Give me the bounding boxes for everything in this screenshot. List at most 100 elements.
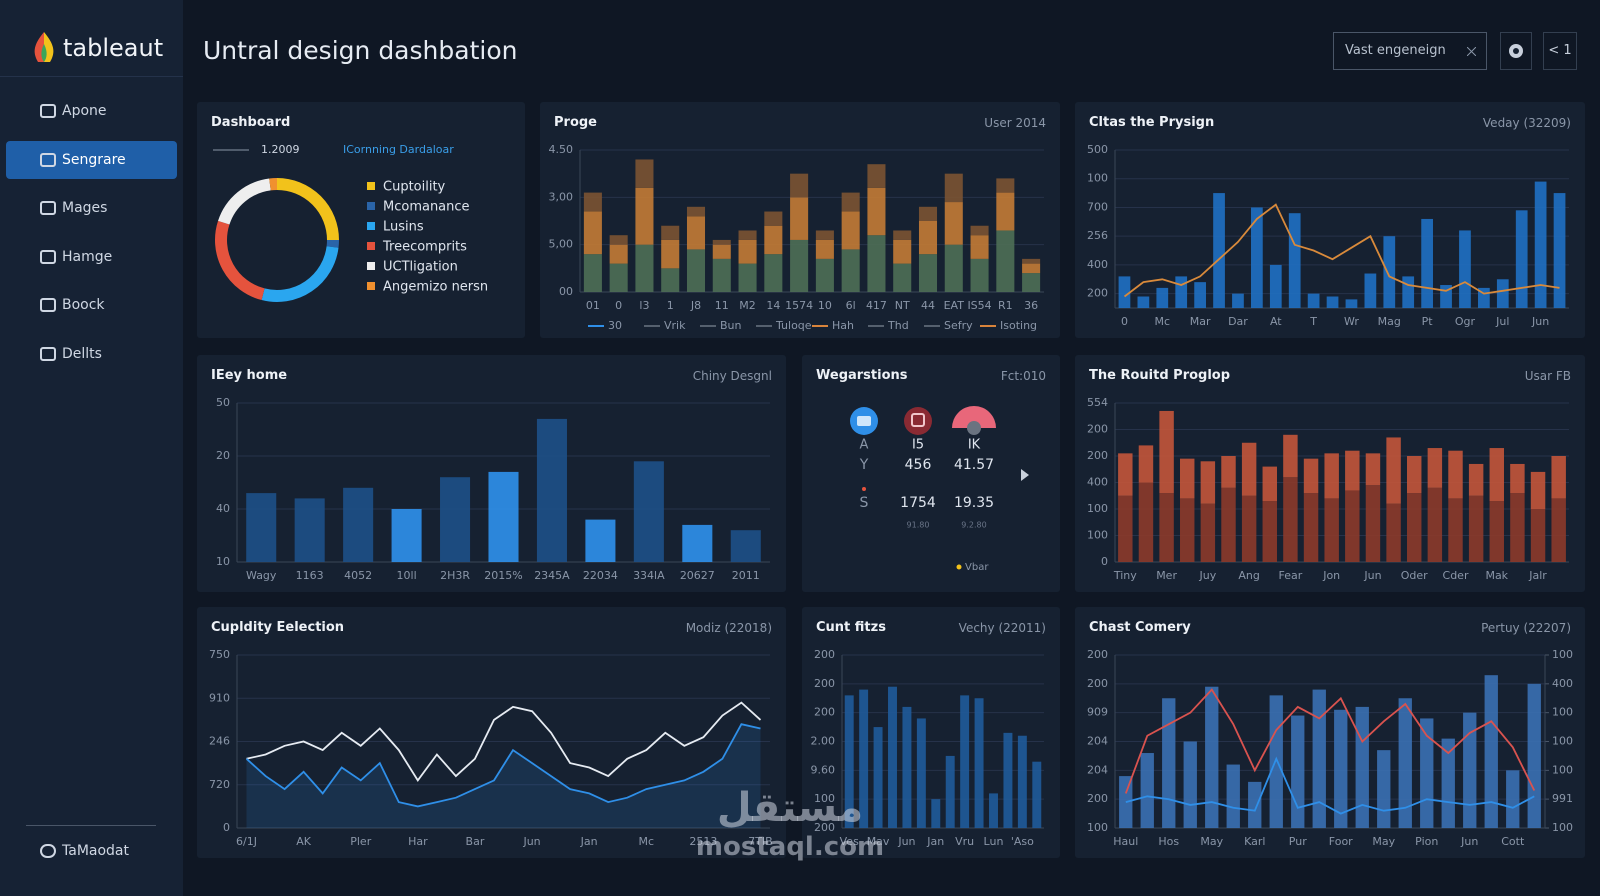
bar	[609, 235, 628, 245]
x-tick-label: 2H3R	[440, 569, 470, 582]
y-tick-label: 700	[1087, 200, 1108, 213]
panel-title: IEey home	[211, 368, 288, 383]
y-tick-label: 400	[1552, 677, 1573, 690]
kpi-icon	[904, 407, 932, 435]
nav-item[interactable]: Sengrare	[6, 140, 177, 179]
y-tick-label: 200	[1087, 287, 1108, 300]
x-tick-label: IS54	[967, 299, 991, 312]
clear-icon[interactable]	[1467, 47, 1476, 56]
nav-item[interactable]: TaMaodat	[6, 832, 177, 870]
y-tick-label: 256	[1087, 229, 1108, 242]
panel-subtitle: Fct:010	[1000, 369, 1046, 383]
x-tick-label: At	[1270, 315, 1282, 328]
x-tick-label: Jan	[926, 835, 944, 848]
bar	[867, 187, 886, 236]
bar	[1402, 276, 1415, 308]
x-tick-label: 0	[615, 299, 622, 312]
x-tick-label: Mav	[867, 835, 890, 848]
bar	[391, 509, 422, 562]
search-box[interactable]: Vast engeneign	[1333, 32, 1487, 70]
settings-button[interactable]	[1500, 32, 1532, 70]
bar	[294, 498, 325, 562]
bar	[343, 487, 374, 562]
bar	[1205, 686, 1219, 828]
panel-subtitle: Pertuy (22207)	[1481, 621, 1571, 635]
y-tick-label: 500	[1087, 143, 1108, 156]
kpi-icon	[911, 413, 925, 427]
bar	[661, 239, 680, 269]
bar	[1489, 501, 1504, 562]
line	[1123, 203, 1560, 298]
y-tick-label: 100	[1087, 502, 1108, 515]
bar	[996, 230, 1015, 292]
nav-item[interactable]: Dellts	[6, 335, 177, 373]
x-tick-label: 417	[866, 299, 887, 312]
bar	[996, 192, 1015, 231]
bar	[945, 755, 955, 828]
bar	[1303, 493, 1319, 562]
x-tick-label: 22034	[583, 569, 618, 582]
x-tick-label: 2345A	[534, 569, 570, 582]
bar	[859, 689, 869, 828]
kpi-graphic: A I5 IK Y 456 41.57 S 1754 19.35 91.80 9.2.80 Vbar	[850, 406, 1029, 573]
x-tick-label: NT	[895, 299, 910, 312]
y-tick-label: 9.60	[811, 763, 836, 776]
y-tick-label: 20	[216, 449, 230, 462]
bar	[633, 461, 664, 562]
panel-subtitle: Modiz (22018)	[685, 621, 772, 635]
bar	[1478, 287, 1490, 308]
bar	[1312, 689, 1326, 828]
sidebar: tableaut Apone Sengrare Mages Hamge Boock Del…	[0, 0, 183, 896]
bar	[635, 187, 654, 245]
nav-item[interactable]: Mages	[6, 189, 177, 227]
nav-item[interactable]: Apone	[6, 92, 177, 130]
bar	[730, 530, 761, 562]
x-tick-label: Mc	[1155, 315, 1171, 328]
nav-label: Apone	[62, 103, 107, 119]
bar	[1159, 493, 1174, 562]
nav-item[interactable]: Boock	[6, 286, 177, 324]
legend-label: UCTligation	[383, 260, 458, 275]
y-tick-label: 200	[1087, 792, 1108, 805]
bar	[1324, 453, 1339, 499]
bar	[918, 254, 938, 292]
y-tick-label: 100	[1552, 706, 1573, 719]
bar	[1386, 503, 1401, 562]
y-tick-label: 4.50	[549, 143, 574, 156]
y-tick-label: 204	[1087, 735, 1108, 748]
x-tick-label: Mag	[1378, 315, 1401, 328]
nav-label: Boock	[62, 297, 105, 313]
y-tick-label: 720	[209, 778, 230, 791]
bar	[888, 686, 897, 828]
x-tick-label: 2015%	[484, 569, 522, 582]
next-arrow[interactable]	[1021, 469, 1029, 481]
bar	[1407, 456, 1422, 494]
nav-icon	[40, 201, 56, 215]
nav-label: Dellts	[62, 345, 102, 362]
legend-label: Treecomprits	[382, 240, 467, 255]
legend-label: Cuptoility	[383, 180, 446, 195]
x-tick-label: Cott	[1501, 835, 1525, 848]
bar	[1118, 276, 1131, 308]
kpi-value: 19.35	[954, 495, 994, 511]
area	[246, 724, 761, 828]
x-tick-label: Haul	[1113, 835, 1138, 848]
bar	[1221, 487, 1236, 562]
x-tick-label: 2011	[732, 569, 760, 582]
legend-label: Vbar	[965, 562, 989, 573]
y-tick-label: 910	[209, 691, 230, 704]
y-tick-label: 100	[1087, 529, 1108, 542]
legend-label: Isoting	[1000, 319, 1037, 332]
bar	[1138, 482, 1154, 562]
nav-button[interactable]: < 1	[1543, 32, 1577, 70]
page-title: Untral design dashbation	[203, 36, 518, 65]
bar	[1496, 279, 1509, 308]
x-tick-label: May	[1372, 835, 1395, 848]
kpi-icon	[857, 416, 871, 426]
x-tick-label: Jun	[1531, 315, 1549, 328]
chart-panel: Cltas the Prysign Veday (32209) 200 400 256 7…	[1075, 102, 1585, 338]
y-tick-label: 200	[1087, 423, 1108, 436]
bar	[1334, 709, 1348, 828]
kpi-value: I5	[912, 438, 924, 453]
nav-item[interactable]: Hamge	[6, 238, 177, 276]
